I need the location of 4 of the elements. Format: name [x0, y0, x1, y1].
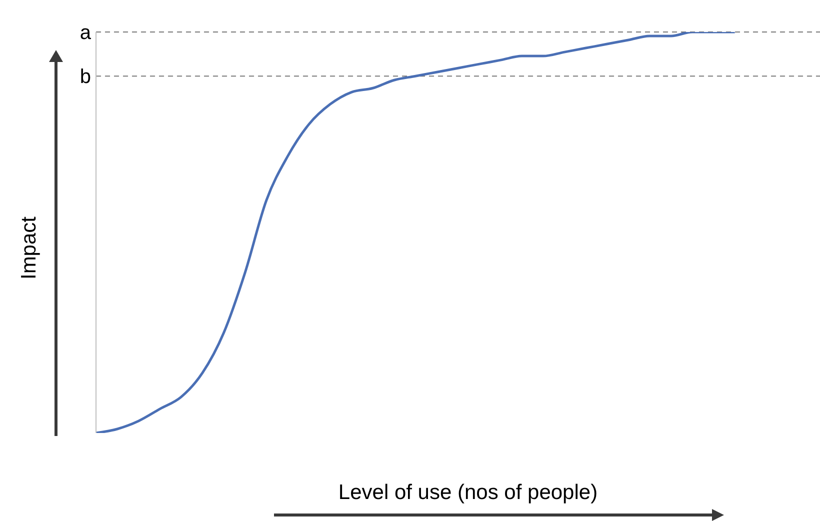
y-axis-title: Impact: [18, 216, 42, 280]
ref-line-label: b: [80, 66, 91, 88]
x-axis-title: Level of use (nos of people): [337, 481, 599, 505]
ref-line-label: a: [80, 22, 92, 44]
